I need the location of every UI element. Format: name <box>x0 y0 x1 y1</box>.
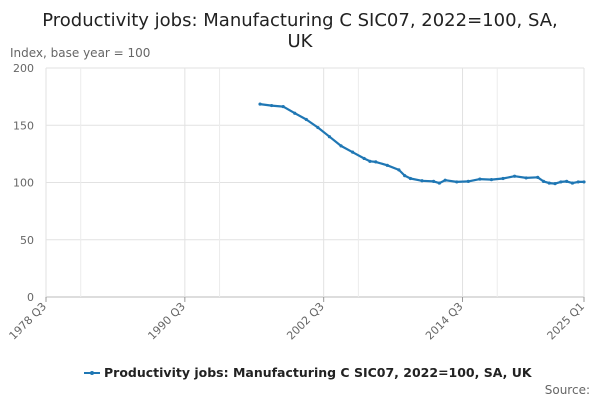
data-point <box>576 180 580 184</box>
data-point <box>489 178 494 182</box>
data-point <box>316 125 320 130</box>
data-point <box>443 178 447 182</box>
data-point <box>374 160 378 164</box>
legend: Productivity jobs: Manufacturing C SIC07… <box>84 365 533 380</box>
legend-entry: Productivity jobs: Manufacturing C SIC07… <box>104 365 533 380</box>
data-point <box>553 182 557 186</box>
y-axis-label: Index, base year = 100 <box>10 46 150 60</box>
data-point <box>270 103 274 108</box>
data-point <box>582 180 586 184</box>
y-tick-label-150: 150 <box>13 119 34 132</box>
data-point <box>559 180 563 184</box>
legend-swatch-marker <box>90 371 94 375</box>
data-point <box>455 180 459 184</box>
data-point <box>478 177 482 181</box>
data-point <box>501 176 505 181</box>
series-layer <box>258 102 586 186</box>
y-tick-label-0: 0 <box>27 291 34 304</box>
x-axis: 1978 Q3 1990 Q3 2002 Q3 2014 Q3 2025 Q1 <box>7 297 588 343</box>
data-point <box>547 181 551 185</box>
y-tick-label-100: 100 <box>13 177 34 190</box>
data-point <box>565 179 569 183</box>
data-point <box>536 175 540 179</box>
x-tick-label-3: 2014 Q3 <box>423 300 466 343</box>
x-tick-label-0: 1978 Q3 <box>7 300 50 343</box>
source-label: Source: <box>545 383 590 397</box>
data-point <box>408 176 413 181</box>
data-point <box>437 181 441 185</box>
data-point <box>403 174 407 178</box>
chart-title-line-2: UK <box>288 31 314 52</box>
data-point <box>431 179 436 183</box>
data-point <box>466 179 470 183</box>
data-point <box>351 150 355 154</box>
data-point <box>420 179 424 183</box>
x-tick-label-4: 2025 Q1 <box>545 300 588 343</box>
x-tick-label-1: 1990 Q3 <box>145 300 188 343</box>
y-tick-label-50: 50 <box>20 234 34 247</box>
data-point <box>258 102 262 106</box>
y-axis: 0 50 100 150 200 <box>13 62 34 304</box>
data-point <box>327 135 332 139</box>
data-point <box>397 168 401 172</box>
data-point <box>293 111 297 115</box>
data-point <box>541 179 546 183</box>
data-point <box>512 174 517 178</box>
series-line-0 <box>258 103 586 185</box>
data-point <box>339 144 343 148</box>
x-tick-label-2: 2002 Q3 <box>284 300 327 343</box>
chart-title-line-1: Productivity jobs: Manufacturing C SIC07… <box>42 10 558 31</box>
data-point <box>524 176 528 180</box>
data-point <box>570 181 575 185</box>
data-point <box>362 156 366 161</box>
grid <box>45 67 585 298</box>
y-tick-label-200: 200 <box>13 62 34 75</box>
data-point <box>368 159 372 163</box>
data-point <box>304 117 308 122</box>
data-point <box>281 104 285 109</box>
data-point <box>385 163 389 167</box>
